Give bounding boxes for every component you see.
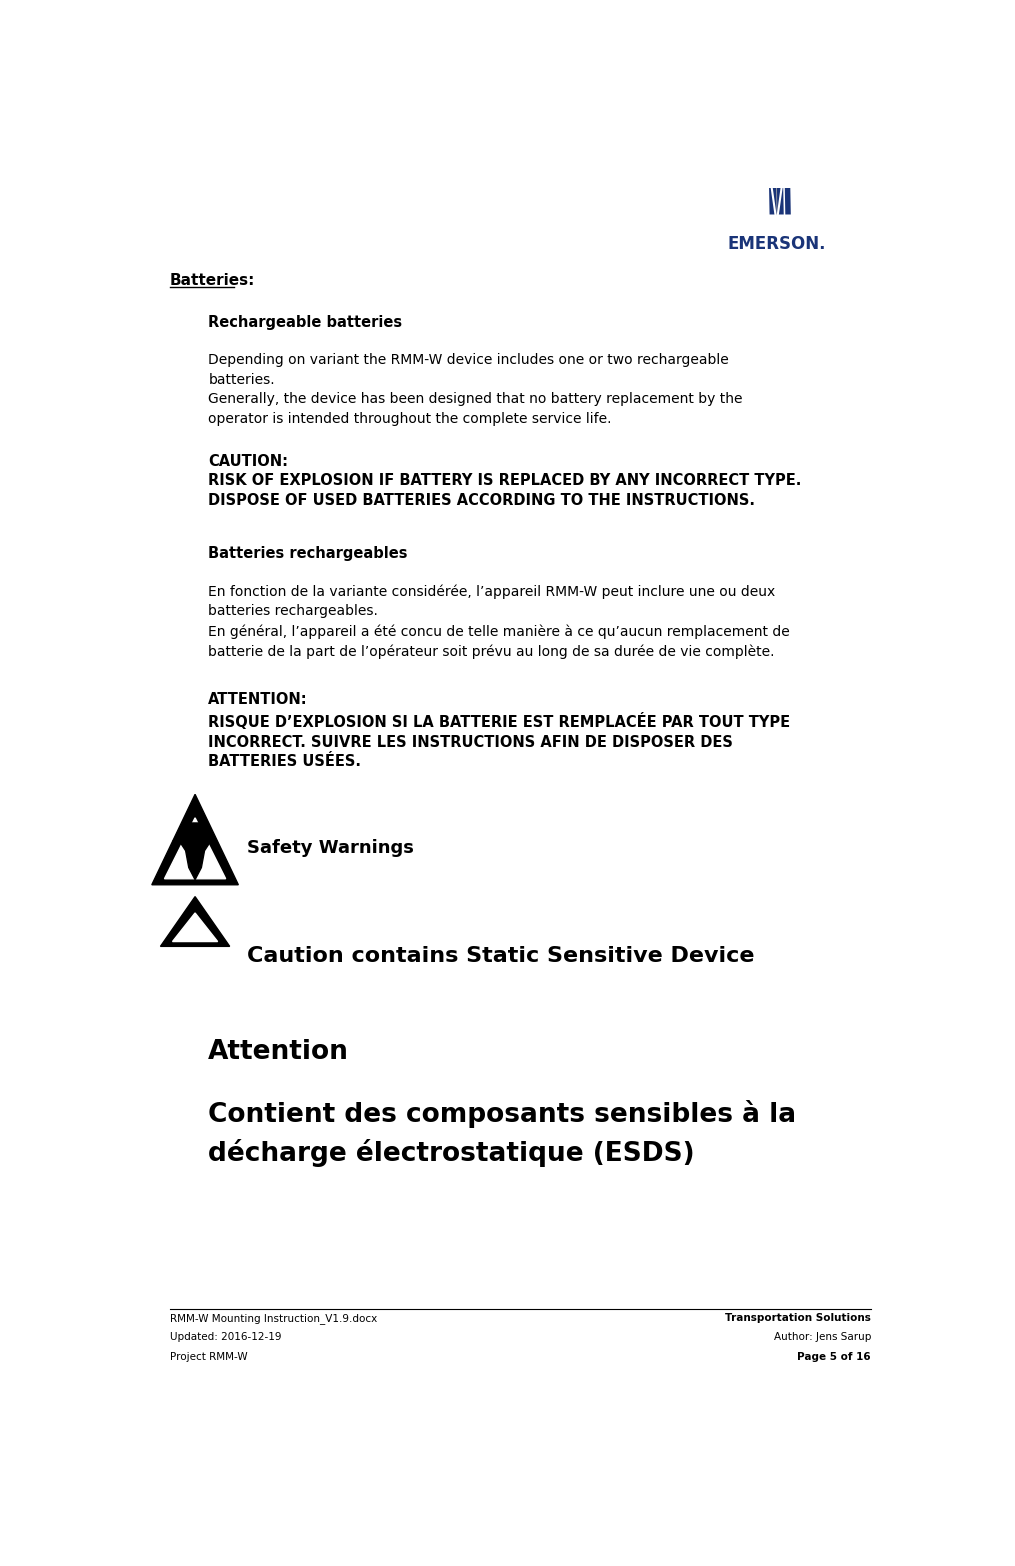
Text: Rechargeable batteries: Rechargeable batteries [208, 315, 402, 330]
Text: Transportation Solutions: Transportation Solutions [725, 1312, 871, 1323]
Text: Batteries rechargeables: Batteries rechargeables [208, 547, 408, 561]
Text: Updated: 2016-12-19: Updated: 2016-12-19 [170, 1333, 281, 1342]
Text: Page 5 of 16: Page 5 of 16 [797, 1351, 871, 1361]
Text: CAUTION:
RISK OF EXPLOSION IF BATTERY IS REPLACED BY ANY INCORRECT TYPE.
DISPOSE: CAUTION: RISK OF EXPLOSION IF BATTERY IS… [208, 454, 802, 509]
Text: Batteries:: Batteries: [170, 272, 255, 288]
Polygon shape [783, 91, 791, 215]
Polygon shape [173, 913, 217, 941]
Text: 1.2: 1.2 [170, 838, 201, 857]
Text: Attention: Attention [208, 1038, 349, 1065]
Polygon shape [767, 91, 776, 215]
Text: Caution contains Static Sensitive Device: Caution contains Static Sensitive Device [247, 946, 754, 966]
Text: ATTENTION:
RISQUE D’EXPLOSION SI LA BATTERIE EST REMPLACÉE PAR TOUT TYPE
INCORRE: ATTENTION: RISQUE D’EXPLOSION SI LA BATT… [208, 692, 791, 769]
Polygon shape [164, 817, 225, 879]
Text: En fonction de la variante considérée, l’appareil RMM-W peut inclure une ou deux: En fonction de la variante considérée, l… [208, 584, 790, 659]
Text: Project RMM-W: Project RMM-W [170, 1351, 247, 1361]
Text: Safety Warnings: Safety Warnings [247, 838, 414, 857]
Text: RMM-W Mounting Instruction_V1.9.docx: RMM-W Mounting Instruction_V1.9.docx [170, 1312, 377, 1323]
Polygon shape [775, 91, 784, 215]
Text: Contient des composants sensibles à la
décharge électrostatique (ESDS): Contient des composants sensibles à la d… [208, 1101, 797, 1167]
Polygon shape [764, 78, 790, 222]
Polygon shape [152, 794, 239, 885]
Text: EMERSON.: EMERSON. [728, 235, 826, 254]
Polygon shape [180, 824, 211, 880]
Text: Author: Jens Sarup: Author: Jens Sarup [773, 1333, 871, 1342]
Text: Depending on variant the RMM-W device includes one or two rechargeable
batteries: Depending on variant the RMM-W device in… [208, 354, 743, 426]
Polygon shape [160, 897, 229, 946]
